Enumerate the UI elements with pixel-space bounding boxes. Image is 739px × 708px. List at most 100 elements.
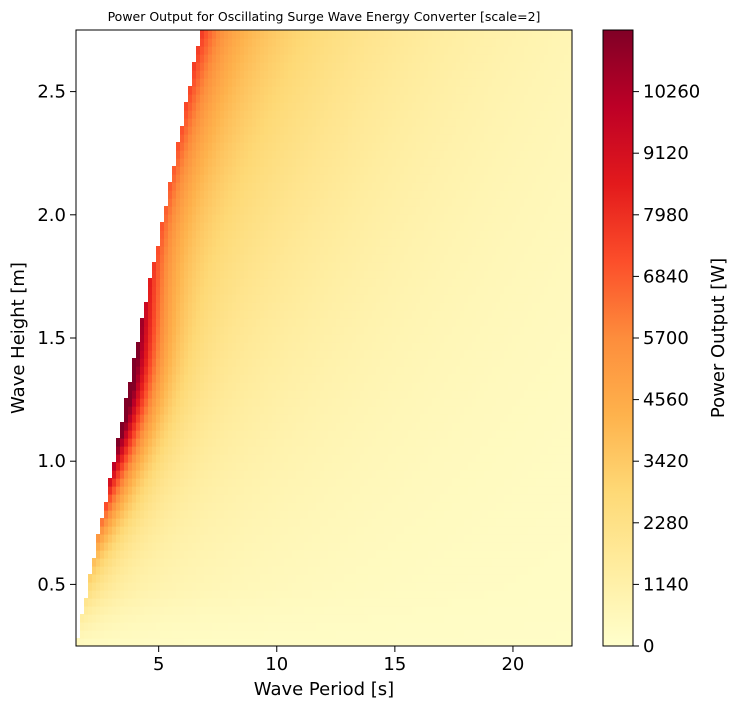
heatmap-cell (356, 374, 361, 383)
heatmap-cell (152, 590, 157, 599)
heatmap-cell (364, 358, 369, 367)
heatmap-cell (216, 430, 221, 439)
heatmap-cell (172, 510, 177, 519)
heatmap-cell (544, 326, 549, 335)
heatmap-cell (400, 406, 405, 415)
heatmap-cell (364, 318, 369, 327)
heatmap-cell (188, 422, 193, 431)
heatmap-cell (452, 310, 457, 319)
heatmap-cell (436, 566, 441, 575)
heatmap-cell (180, 566, 185, 575)
heatmap-cell (432, 550, 437, 559)
heatmap-cell (368, 414, 373, 423)
heatmap-cell (324, 430, 329, 439)
heatmap-cell (408, 606, 413, 615)
heatmap-cell (424, 606, 429, 615)
heatmap-cell (272, 374, 277, 383)
heatmap-cell (340, 630, 345, 639)
heatmap-cell (204, 574, 209, 583)
heatmap-cell (352, 334, 357, 343)
heatmap-cell (288, 630, 293, 639)
heatmap-cell (208, 302, 213, 311)
heatmap-cell (536, 350, 541, 359)
heatmap-cell (540, 398, 545, 407)
heatmap-cell (560, 478, 565, 487)
heatmap-cell (344, 334, 349, 343)
heatmap-cell (192, 358, 197, 367)
heatmap-cell (152, 446, 157, 455)
heatmap-cell (312, 318, 317, 327)
heatmap-cell (560, 582, 565, 591)
heatmap-cell (132, 454, 137, 463)
heatmap-cell (260, 422, 265, 431)
heatmap-cell (432, 398, 437, 407)
heatmap-cell (476, 462, 481, 471)
heatmap-cell (516, 422, 521, 431)
heatmap-cell (164, 438, 169, 447)
heatmap-cell (432, 422, 437, 431)
heatmap-cell (260, 318, 265, 327)
heatmap-cell (272, 630, 277, 639)
heatmap-cell (404, 566, 409, 575)
heatmap-cell (236, 374, 241, 383)
heatmap-cell (548, 358, 553, 367)
heatmap-cell (212, 614, 217, 623)
heatmap-cell (488, 598, 493, 607)
heatmap-cell (568, 502, 572, 511)
heatmap-cell (528, 566, 533, 575)
heatmap-cell (300, 294, 305, 303)
heatmap-cell (544, 422, 549, 431)
heatmap-cell (320, 614, 325, 623)
heatmap-cell (236, 526, 241, 535)
heatmap-cell (256, 342, 261, 351)
heatmap-cell (424, 614, 429, 623)
heatmap-cell (172, 590, 177, 599)
heatmap-cell (432, 534, 437, 543)
heatmap-cell (484, 566, 489, 575)
heatmap-cell (540, 582, 545, 591)
heatmap-cell (384, 606, 389, 615)
heatmap-cell (216, 454, 221, 463)
heatmap-cell (304, 454, 309, 463)
heatmap-cell (352, 494, 357, 503)
heatmap-cell (452, 486, 457, 495)
heatmap-cell (152, 334, 157, 343)
heatmap-cell (312, 462, 317, 471)
heatmap-cell (496, 358, 501, 367)
heatmap-cell (164, 526, 169, 535)
heatmap-cell (160, 590, 165, 599)
heatmap-cell (276, 422, 281, 431)
heatmap-cell (276, 382, 281, 391)
heatmap-cell (344, 614, 349, 623)
heatmap-cell (124, 462, 129, 471)
heatmap-cell (264, 358, 269, 367)
heatmap-cell (96, 574, 101, 583)
heatmap-cell (432, 342, 437, 351)
heatmap-cell (244, 510, 249, 519)
heatmap-cell (156, 590, 161, 599)
heatmap-cell (560, 382, 565, 391)
heatmap-cell (340, 302, 345, 311)
heatmap-cell (304, 566, 309, 575)
heatmap-cell (288, 382, 293, 391)
heatmap-cell (316, 302, 321, 311)
heatmap-cell (500, 462, 505, 471)
heatmap-cell (556, 502, 561, 511)
heatmap-cell (240, 542, 245, 551)
heatmap-cell (468, 318, 473, 327)
heatmap-cell (376, 518, 381, 527)
heatmap-cell (276, 526, 281, 535)
heatmap-cell (284, 566, 289, 575)
heatmap-cell (408, 342, 413, 351)
heatmap-cell (256, 550, 261, 559)
heatmap-cell (268, 590, 273, 599)
heatmap-cell (452, 502, 457, 511)
heatmap-cell (524, 622, 529, 631)
heatmap-cell (224, 374, 229, 383)
heatmap-cell (384, 390, 389, 399)
heatmap-cell (320, 518, 325, 527)
heatmap-cell (188, 582, 193, 591)
heatmap-cell (456, 462, 461, 471)
heatmap-cell (392, 462, 397, 471)
heatmap-cell (160, 526, 165, 535)
